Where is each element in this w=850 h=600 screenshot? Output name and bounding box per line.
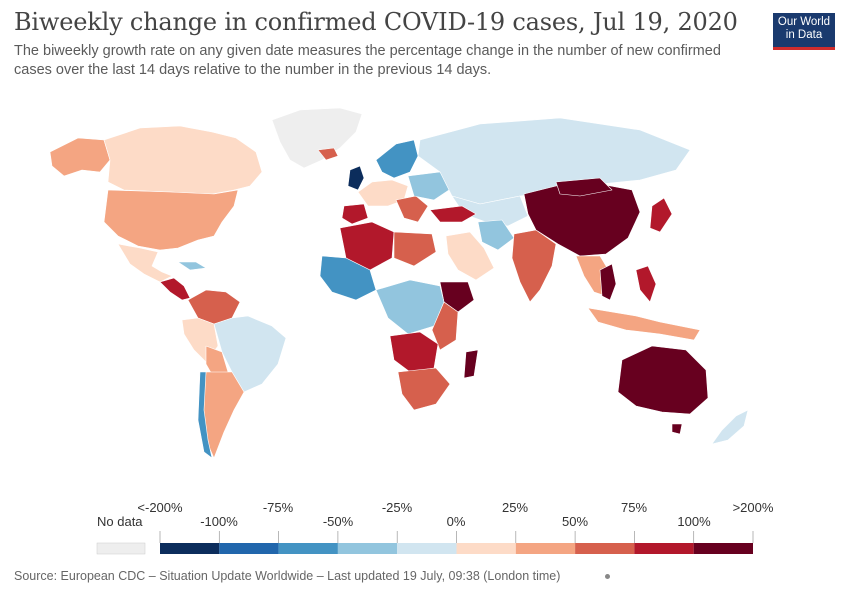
region-india[interactable] [511,229,557,303]
chart-title: Biweekly change in confirmed COVID-19 ca… [14,8,738,36]
region-arabia[interactable] [445,231,495,281]
region-west-africa[interactable] [319,255,377,301]
owid-logo[interactable]: Our World in Data [773,13,835,50]
region-madagascar[interactable] [463,349,479,379]
legend-bottom-label-2: -50% [323,514,354,529]
region-scandinavia[interactable] [375,139,419,179]
region-turkey[interactable] [429,205,477,223]
region-mexico[interactable] [117,243,173,283]
legend-bin-8 [575,543,635,554]
legend-bottom-label-5: 100% [677,514,711,529]
region-indonesia[interactable] [587,307,701,341]
legend-bins [159,531,754,554]
footer-dot [605,574,610,579]
legend-bin-9 [634,543,694,554]
region-vietnam[interactable] [599,263,617,301]
legend-bin-5 [397,543,457,554]
subtitle-line-2: cases over the last 14 days relative to … [14,62,492,78]
region-tasmania[interactable] [671,423,683,435]
legend-bin-2 [219,543,279,554]
legend-bin-6 [456,543,516,554]
legend-top-label-3: -25% [382,500,413,515]
legend-top-label-4: 25% [502,500,528,515]
legend-bin-3 [278,543,338,554]
region-iceland[interactable] [317,147,339,161]
region-iberia[interactable] [341,203,369,225]
logo-line-1: Our World [777,16,831,28]
legend-no-data-swatch [96,542,146,555]
region-usa[interactable] [103,189,239,251]
region-canada[interactable] [103,125,263,195]
region-central-america[interactable] [159,277,191,301]
region-southern-africa[interactable] [397,367,451,411]
region-brazil[interactable] [213,315,287,393]
region-caribbean[interactable] [177,261,207,271]
region-new-zealand[interactable] [711,409,749,445]
chart-subtitle: The biweekly growth rate on any given da… [14,42,754,80]
region-western-europe[interactable] [357,179,409,207]
region-uk[interactable] [347,165,365,191]
legend-bottom-label-3: 0% [447,514,466,529]
legend-bin-1 [160,543,220,554]
color-legend: <-200% -75% -25% 25% 75% >200% No data -… [96,500,774,555]
region-chile[interactable] [197,371,213,459]
legend-bottom-label-1: -100% [200,514,238,529]
legend-top-label-2: -75% [263,500,294,515]
logo-line-2: in Data [785,29,823,41]
region-philippines[interactable] [635,265,657,303]
region-iran[interactable] [477,219,515,251]
region-greenland[interactable] [271,107,363,169]
legend-top-label-5: 75% [621,500,647,515]
legend-top-label-6: >200% [733,500,774,515]
region-balkans[interactable] [395,195,429,223]
legend-top-label-1: <-200% [137,500,183,515]
region-eastern-europe[interactable] [407,171,453,201]
region-japan[interactable] [649,197,673,233]
legend-bin-7 [515,543,576,554]
source-note[interactable]: Source: European CDC – Situation Update … [14,569,561,583]
subtitle-line-1: The biweekly growth rate on any given da… [14,43,721,59]
legend-bin-4 [337,543,398,554]
region-mongolia[interactable] [555,177,613,197]
legend-no-data-label: No data [97,514,143,529]
legend-bin-10 [693,543,753,554]
region-egypt-libya[interactable] [393,231,437,267]
world-map[interactable] [0,100,850,460]
region-east-africa[interactable] [431,301,459,351]
legend-bottom-label-4: 50% [562,514,588,529]
region-australia[interactable] [617,345,709,415]
region-southern-central-africa[interactable] [389,331,439,373]
region-alaska[interactable] [49,137,111,177]
